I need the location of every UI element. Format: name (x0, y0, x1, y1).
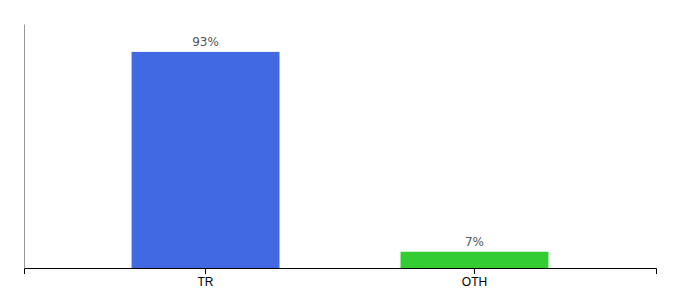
x-axis-line (25, 269, 657, 275)
plot-area: TR OTH 93% 7% (25, 25, 657, 289)
x-tick-label: OTH (462, 275, 487, 289)
x-axis: TR OTH (25, 268, 657, 289)
x-tick-mark (474, 268, 475, 274)
chart-container: TR OTH 93% 7% (0, 0, 680, 300)
x-tick: OTH (462, 268, 487, 289)
bar (132, 52, 280, 268)
bar (401, 252, 549, 268)
bars (132, 52, 549, 268)
data-labels: 93% 7% (192, 35, 484, 249)
x-tick-mark (205, 268, 206, 274)
data-label: 7% (465, 235, 484, 249)
y-axis-line (24, 25, 25, 269)
x-tick: TR (198, 268, 214, 289)
x-tick-label: TR (198, 275, 214, 289)
data-label: 93% (192, 35, 219, 49)
chart-svg: TR OTH 93% 7% (0, 0, 680, 300)
y-axis (24, 25, 25, 269)
